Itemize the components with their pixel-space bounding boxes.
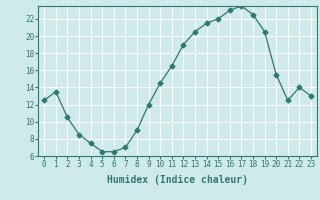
X-axis label: Humidex (Indice chaleur): Humidex (Indice chaleur): [107, 175, 248, 185]
